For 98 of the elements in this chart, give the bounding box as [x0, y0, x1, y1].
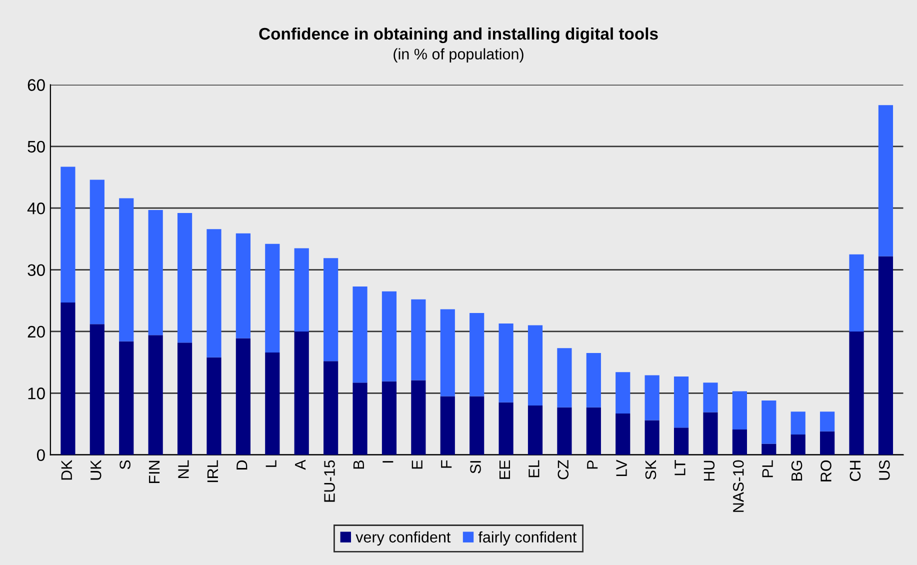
x-tick-label: LV: [616, 460, 627, 476]
chart-title: Confidence in obtaining and installing digital tools: [259, 27, 658, 44]
x-tick-label: BG: [791, 460, 802, 481]
x-tick-label: P: [587, 460, 598, 469]
x-tick-label: D: [236, 460, 248, 470]
chart-subtitle: (in % of population): [394, 48, 524, 62]
x-tick-label: E: [412, 460, 422, 469]
x-tick-label: US: [879, 460, 890, 480]
bar: [60, 166, 76, 302]
bar: [265, 352, 280, 455]
bar: [616, 414, 630, 455]
bar: [60, 302, 76, 455]
y-tick-label: 0: [36, 449, 45, 462]
legend-label: fairly confident: [478, 531, 577, 546]
bar: [294, 331, 309, 455]
bar: [470, 396, 484, 455]
y-tick-label: 20: [28, 326, 45, 338]
bar: [586, 353, 601, 408]
x-tick-label: EU-15: [324, 460, 335, 502]
bar: [703, 412, 718, 455]
bar: [206, 357, 222, 455]
bar: [324, 258, 338, 362]
bar: [762, 444, 776, 455]
x-tick-label: UK: [90, 460, 102, 480]
bar: [119, 198, 134, 342]
bar: [878, 105, 894, 256]
bar: [411, 299, 426, 380]
x-tick-label: NAS-10: [732, 460, 744, 512]
bar: [265, 244, 280, 352]
y-tick-label: 60: [28, 79, 45, 91]
bar: [528, 325, 543, 406]
x-tick-label: IRL: [207, 460, 218, 482]
bar: [148, 210, 163, 336]
bar: [849, 254, 864, 332]
bar: [498, 323, 514, 402]
bar: [177, 342, 192, 455]
x-tick-label: HU: [704, 460, 715, 480]
x-tick-label: L: [266, 460, 276, 467]
bar: [586, 407, 601, 455]
bar: [177, 213, 192, 343]
y-tick-label: 40: [27, 202, 45, 214]
bar: [674, 376, 689, 428]
bar: [820, 431, 835, 455]
bar: [732, 430, 747, 455]
bar: [382, 381, 397, 455]
bar: [90, 324, 104, 455]
bar: [294, 248, 309, 332]
x-tick-label: LT: [674, 460, 686, 476]
bar: [790, 412, 806, 434]
bar: [498, 402, 514, 455]
bar: [878, 256, 894, 455]
x-tick-label: A: [295, 460, 306, 470]
bar: [820, 412, 835, 432]
x-tick-label: NL: [178, 460, 189, 478]
bar: [557, 348, 572, 408]
x-tick-label: CZ: [558, 460, 569, 480]
y-tick-label: 50: [28, 140, 45, 153]
bar: [674, 428, 689, 455]
x-tick-label: S: [120, 460, 130, 470]
x-tick-label: RO: [820, 460, 832, 482]
y-tick-label: 10: [28, 388, 45, 400]
bar: [644, 375, 660, 420]
bar: [236, 233, 250, 338]
bar: [790, 434, 806, 455]
x-tick-label: PL: [762, 460, 773, 478]
x-tick-label: DK: [61, 460, 72, 480]
x-tick-label: SK: [645, 460, 656, 480]
x-tick-label: SI: [470, 461, 481, 474]
bar: [352, 286, 368, 383]
bar: [528, 405, 543, 455]
legend-label: very confident: [356, 531, 451, 546]
bar: [703, 382, 718, 412]
bar: [324, 361, 338, 455]
x-tick-label: EL: [528, 460, 540, 478]
x-tick-label: EE: [499, 460, 510, 479]
bar: [148, 335, 163, 455]
bar: [440, 309, 455, 396]
bar: [470, 312, 484, 396]
x-tick-label: F: [441, 460, 452, 468]
bar: [352, 382, 368, 455]
bar: [440, 396, 455, 455]
bar: [616, 372, 630, 414]
x-tick-label: CH: [850, 460, 861, 481]
bar: [762, 400, 776, 444]
bar: [236, 338, 250, 455]
bar: [119, 341, 134, 455]
bar: [644, 420, 660, 455]
y-tick-label: 30: [28, 264, 45, 276]
x-tick-label: I: [382, 461, 394, 463]
bar: [557, 407, 572, 455]
bar: [382, 291, 397, 382]
bar: [732, 391, 747, 430]
x-tick-label: B: [353, 460, 364, 469]
bar: [411, 380, 426, 455]
bar: [90, 180, 104, 324]
bar: [849, 331, 864, 455]
x-tick-label: FIN: [149, 460, 160, 484]
bar: [206, 229, 222, 358]
